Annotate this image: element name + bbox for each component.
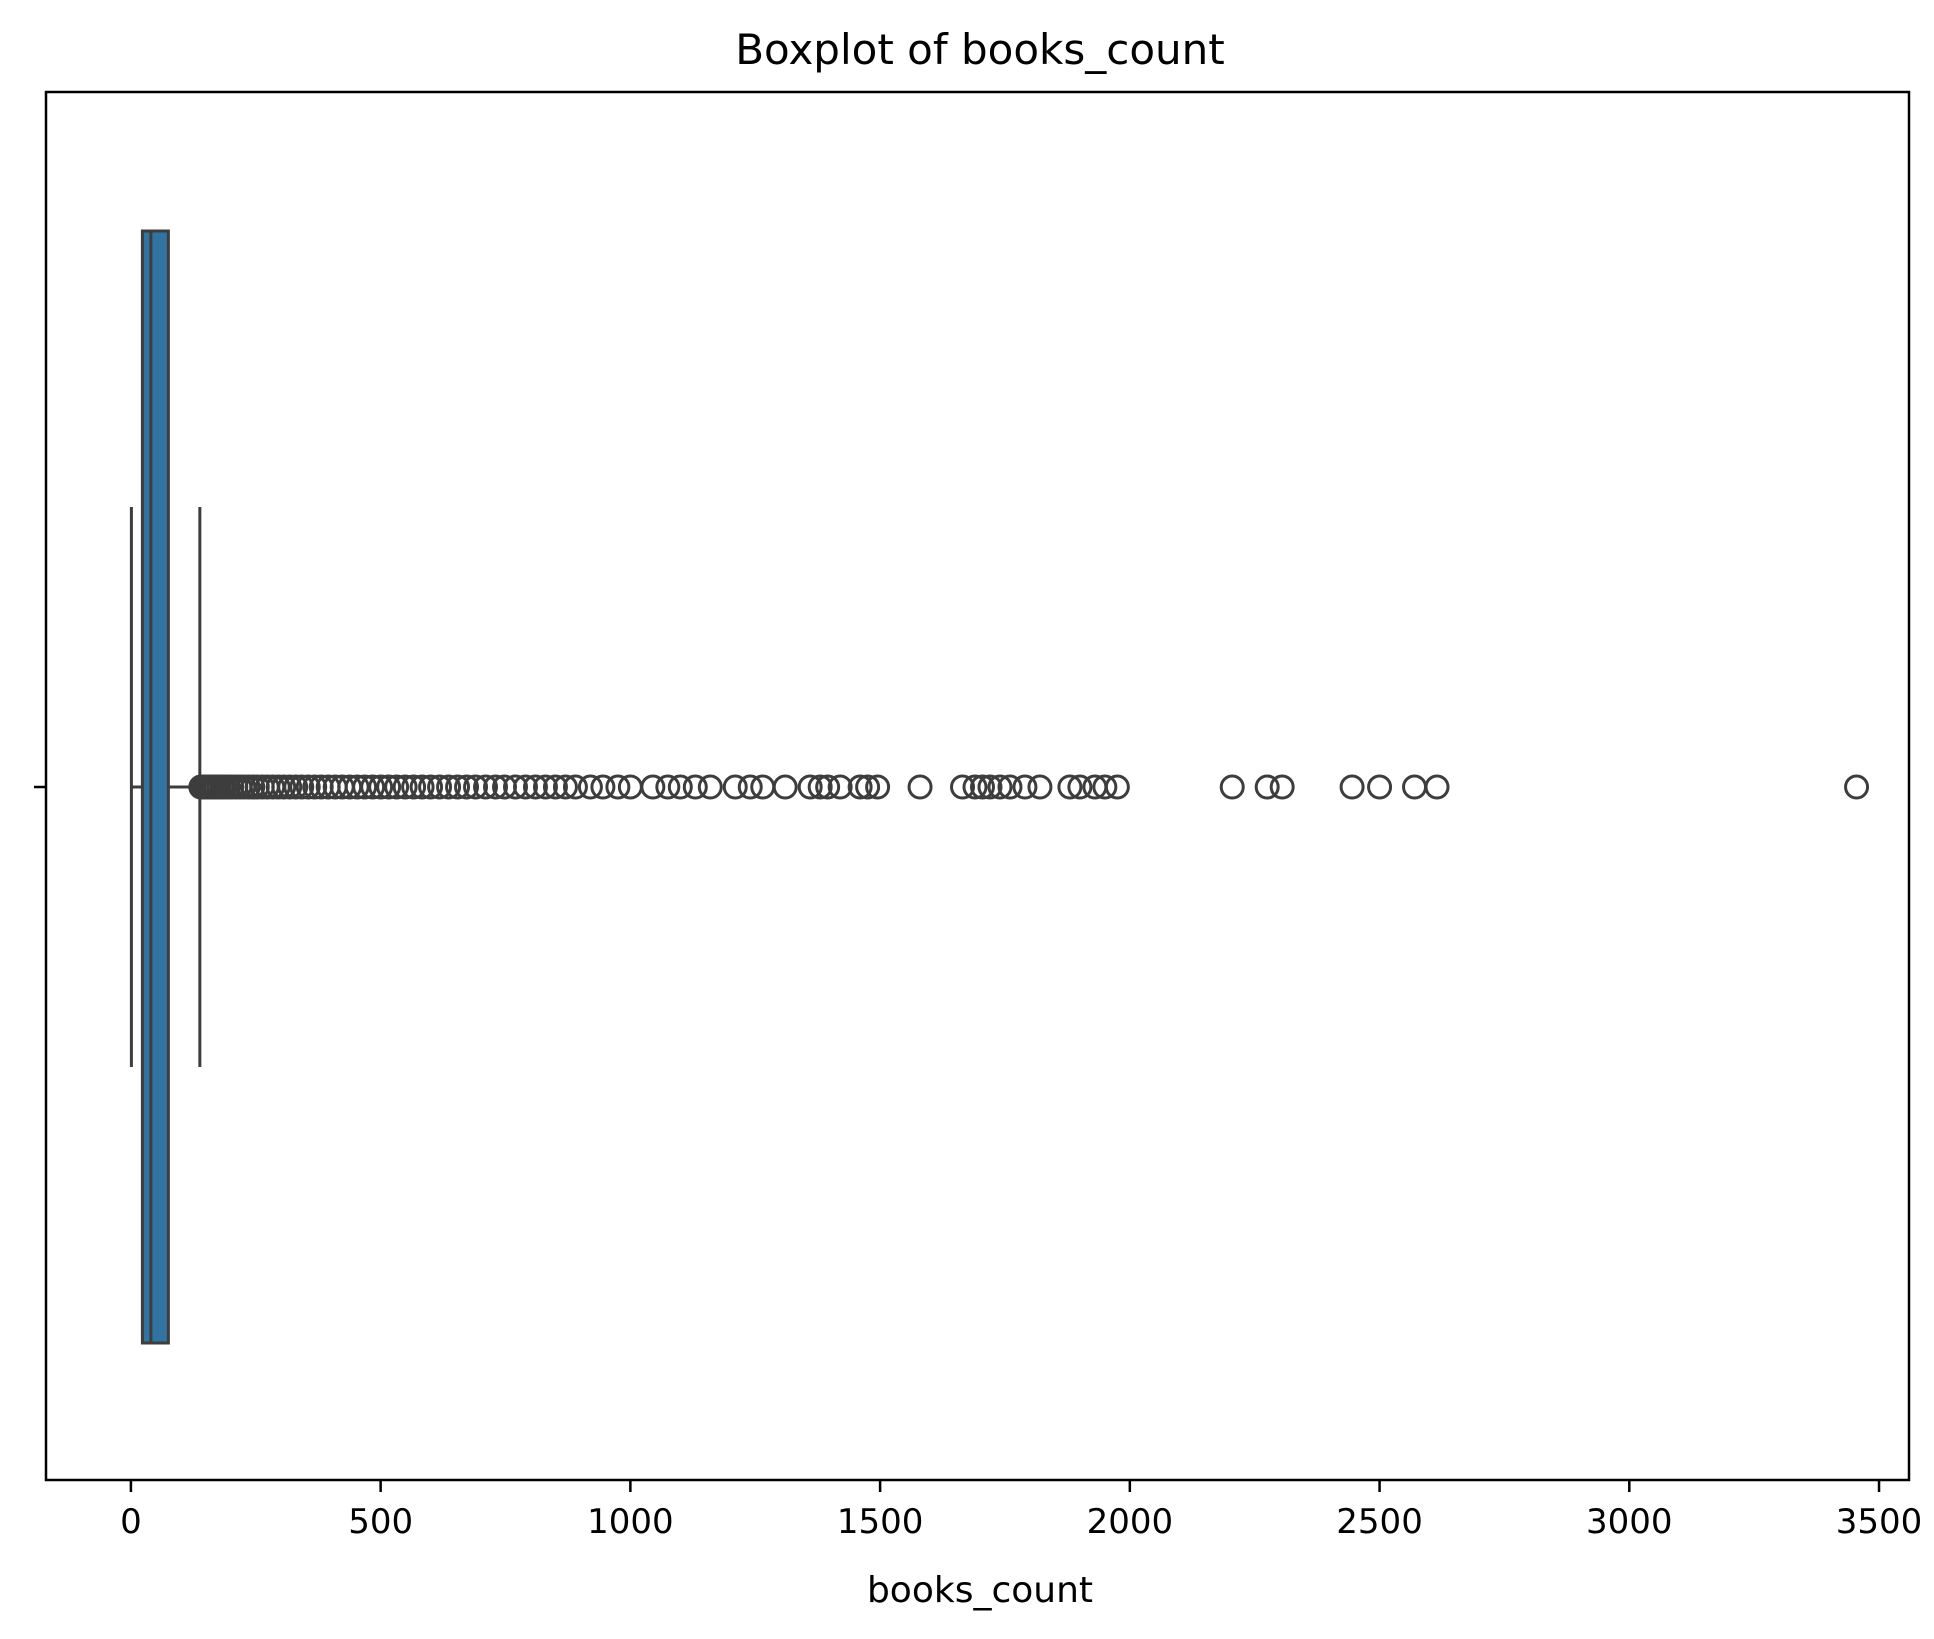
outlier-point	[977, 774, 1003, 800]
outlier-point	[1269, 774, 1295, 800]
outlier-point	[667, 774, 693, 800]
outlier-point	[436, 774, 462, 800]
outlier-point	[302, 774, 328, 800]
outlier-point	[483, 774, 509, 800]
outlier-point	[542, 774, 568, 800]
outlier-point	[352, 774, 378, 800]
outlier-point	[1219, 774, 1245, 800]
outlier-point	[682, 774, 708, 800]
outlier-point	[969, 774, 995, 800]
outlier-point	[1424, 774, 1450, 800]
x-tick-label: 1500	[837, 1502, 924, 1542]
outlier-point	[797, 774, 823, 800]
outlier-point	[522, 774, 548, 800]
outlier-point	[562, 774, 588, 800]
outlier-point	[827, 774, 853, 800]
outlier-point	[401, 774, 427, 800]
x-tick-label: 1000	[587, 1502, 674, 1542]
outlier-point	[722, 774, 748, 800]
outlier-point	[532, 774, 558, 800]
outlier-point	[295, 774, 321, 800]
outlier-point	[376, 774, 402, 800]
x-tick-label: 0	[120, 1502, 142, 1542]
x-tick-label: 2000	[1087, 1502, 1174, 1542]
outlier-point	[847, 774, 873, 800]
outlier-point	[577, 774, 603, 800]
outlier-point	[737, 774, 763, 800]
outlier-point	[368, 774, 394, 800]
outlier-point	[271, 774, 297, 800]
box-iqr	[140, 229, 170, 1345]
outlier-point	[418, 774, 444, 800]
outlier-point	[473, 774, 499, 800]
outlier-point	[1339, 774, 1365, 800]
outlier-point	[1254, 774, 1280, 800]
outlier-point	[1012, 774, 1038, 800]
x-axis-title: books_count	[867, 1570, 1093, 1611]
outlier-point	[360, 774, 386, 800]
outlier-point	[772, 774, 798, 800]
outlier-point	[1027, 774, 1053, 800]
outlier-point	[697, 774, 723, 800]
x-tick-label: 3500	[1836, 1502, 1923, 1542]
outlier-point	[277, 774, 303, 800]
outlier-point	[1092, 774, 1118, 800]
outlier-point	[463, 774, 489, 800]
outlier-point	[289, 774, 315, 800]
outlier-point	[384, 774, 410, 800]
outlier-point	[283, 774, 309, 800]
outlier-point	[950, 774, 976, 800]
x-tick-label: 500	[348, 1502, 413, 1542]
x-axis: 0 500 1000 1500 2000 2500 3000 3500	[34, 785, 1923, 1542]
outlier-point	[1844, 774, 1870, 800]
outlier-point	[454, 774, 480, 800]
outlier-point	[502, 774, 528, 800]
outlier-point	[962, 774, 988, 800]
outlier-point	[392, 774, 418, 800]
x-tick-label: 3000	[1586, 1502, 1673, 1542]
outlier-point	[907, 774, 933, 800]
chart-title: Boxplot of books_count	[735, 25, 1225, 74]
outlier-point	[855, 774, 881, 800]
outlier-point	[427, 774, 453, 800]
outlier-point	[445, 774, 471, 800]
outlier-point	[815, 774, 841, 800]
plot-area	[129, 229, 1870, 1345]
outlier-point	[512, 774, 538, 800]
outlier-point	[865, 774, 891, 800]
outlier-point	[640, 774, 666, 800]
outlier-point	[1067, 774, 1093, 800]
outlier-point	[655, 774, 681, 800]
outlier-point	[605, 774, 631, 800]
outlier-point	[409, 774, 435, 800]
outlier-point	[1367, 774, 1393, 800]
outlier-point	[590, 774, 616, 800]
outlier-point	[807, 774, 833, 800]
outlier-point	[1057, 774, 1083, 800]
outlier-point	[552, 774, 578, 800]
x-tick-label: 2500	[1336, 1502, 1423, 1542]
outlier-point	[1402, 774, 1428, 800]
outlier-point	[1104, 774, 1130, 800]
outlier-point	[997, 774, 1023, 800]
outlier-point	[987, 774, 1013, 800]
